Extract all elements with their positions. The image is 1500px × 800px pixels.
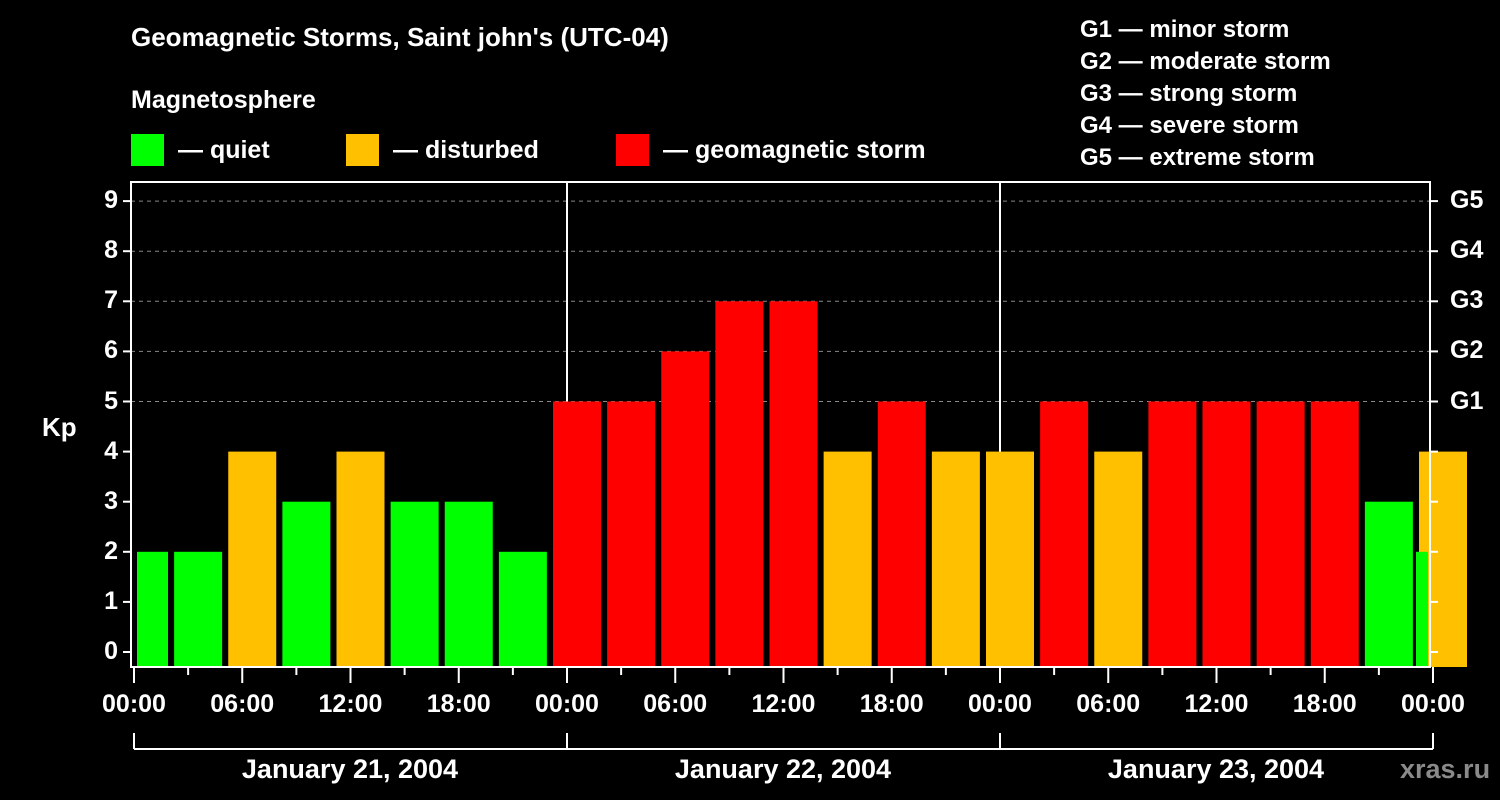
g-tick-label: G2 — [1450, 336, 1484, 365]
g-tick-label: G1 — [1450, 386, 1484, 415]
g-tick-label: G5 — [1450, 186, 1484, 215]
legend-label-quiet: — quiet — [178, 135, 270, 164]
date-label: January 22, 2004 — [674, 754, 892, 784]
bar — [1256, 401, 1305, 667]
x-tick-label: 18:00 — [1292, 690, 1357, 718]
g-legend-item: G5 — extreme storm — [1080, 144, 1315, 171]
g-tick-label: G3 — [1450, 286, 1484, 315]
g-tick-label: G4 — [1450, 236, 1484, 265]
chart-subtitle: Magnetosphere — [131, 86, 316, 114]
x-tick-label: 00:00 — [535, 690, 599, 718]
y-tick-label: 9 — [104, 186, 118, 215]
legend-disturbed: — disturbed — [346, 134, 539, 166]
x-tick-label: 06:00 — [1076, 690, 1141, 718]
y-tick-label: 0 — [104, 637, 118, 665]
g-legend-item: G2 — moderate storm — [1080, 48, 1331, 75]
y-tick-label: 4 — [104, 436, 118, 465]
bar — [1310, 401, 1359, 667]
bar — [498, 551, 547, 667]
bar — [931, 451, 980, 667]
x-tick-label: 06:00 — [210, 690, 275, 718]
watermark: xras.ru — [1400, 754, 1491, 784]
bar — [282, 501, 331, 667]
bar — [174, 551, 223, 667]
y-tick-label: 7 — [104, 286, 118, 315]
legend-label-storm: — geomagnetic storm — [663, 135, 926, 164]
x-tick-label: 18:00 — [426, 690, 491, 718]
x-tick-label: 12:00 — [751, 690, 816, 718]
bar — [228, 451, 277, 667]
bar — [553, 401, 601, 667]
bar — [390, 501, 439, 667]
x-tick-label: 18:00 — [859, 690, 924, 718]
bar — [1094, 451, 1143, 667]
bar — [444, 501, 493, 667]
x-tick-label: 06:00 — [643, 690, 708, 718]
bar — [823, 451, 872, 667]
y-tick-label: 3 — [104, 486, 118, 515]
bar — [137, 551, 168, 667]
legend-storm: — geomagnetic storm — [616, 134, 926, 166]
x-tick-label: 12:00 — [318, 690, 383, 718]
plot-frame — [130, 181, 1431, 668]
bar — [1416, 551, 1428, 667]
bar — [715, 301, 764, 667]
x-tick-label: 00:00 — [102, 690, 166, 718]
legend-swatch-disturbed — [346, 134, 379, 166]
g-legend-item: G1 — minor storm — [1080, 16, 1290, 43]
bar — [1364, 501, 1413, 667]
y-tick-label: 1 — [104, 586, 118, 615]
bar — [1148, 401, 1197, 667]
x-tick-label: 00:00 — [1401, 690, 1465, 718]
bar — [1040, 401, 1089, 667]
y-tick-label: 8 — [104, 236, 118, 265]
y-axis-label: Kp — [42, 412, 77, 442]
y-tick-label: 2 — [104, 536, 118, 565]
y-tick-label: 6 — [104, 336, 118, 365]
legend-quiet: — quiet — [131, 134, 270, 166]
bar — [877, 401, 926, 667]
chart-title: Geomagnetic Storms, Saint john's (UTC-04… — [131, 22, 669, 52]
x-tick-label: 00:00 — [968, 690, 1032, 718]
bar — [1202, 401, 1251, 667]
g-legend-item: G3 — strong storm — [1080, 80, 1298, 107]
x-tick-label: 12:00 — [1184, 690, 1249, 718]
date-label: January 23, 2004 — [1107, 754, 1325, 784]
bar — [607, 401, 656, 667]
bar — [661, 351, 710, 667]
legend-label-disturbed: — disturbed — [393, 135, 539, 164]
legend-swatch-quiet — [131, 134, 164, 166]
date-label: January 21, 2004 — [241, 754, 459, 784]
g-legend-item: G4 — severe storm — [1080, 112, 1299, 139]
g-scale-legend: G1 — minor storm G2 — moderate storm G3 … — [1080, 14, 1331, 174]
bar — [769, 301, 818, 667]
y-tick-label: 5 — [104, 386, 118, 415]
bar — [986, 451, 1034, 667]
legend-swatch-storm — [616, 134, 649, 166]
bar — [336, 451, 385, 667]
